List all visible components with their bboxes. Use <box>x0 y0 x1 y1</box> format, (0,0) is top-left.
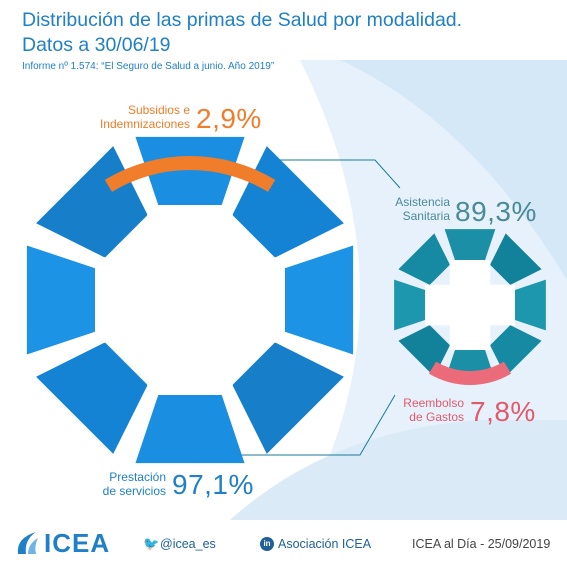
subsidios-label: Subsidios e Indemnizaciones <box>90 103 190 131</box>
small-donut <box>394 229 546 386</box>
reembolso-label: Reembolso de Gastos <box>370 396 464 424</box>
footer: ICEA 🐦 @icea_es in Asociación ICEA ICEA … <box>0 520 567 567</box>
linkedin-icon: in <box>260 537 274 551</box>
twitter-handle[interactable]: @icea_es <box>160 537 216 551</box>
small-donut-segment-3 <box>512 279 546 331</box>
reembolso-value: 7,8% <box>470 396 536 427</box>
subsidios-value: 2,9% <box>196 103 262 134</box>
subsidios-label-line1: Subsidios e <box>127 103 190 117</box>
twitter-icon: 🐦 <box>143 536 160 551</box>
small-donut-segment-2 <box>490 233 542 285</box>
connector-asistencia <box>262 159 401 189</box>
asistencia-value: 89,3% <box>455 196 537 227</box>
subsidios-label-line2: Indemnizaciones <box>99 117 190 131</box>
big-donut-segment-6 <box>36 342 148 454</box>
big-donut-segment-3 <box>280 245 354 355</box>
prestacion-value: 97,1% <box>172 469 254 500</box>
icea-logo-text: ICEA <box>44 528 111 558</box>
small-donut-segment-8 <box>398 233 450 285</box>
prestacion-label: Prestación de servicios <box>70 470 166 498</box>
big-donut-segment-7 <box>26 245 100 355</box>
connector-prestacion <box>190 394 396 456</box>
subsidios-slice <box>104 156 276 192</box>
big-donut-segment-5 <box>135 390 245 464</box>
small-donut-center-cross <box>425 260 515 350</box>
prestacion-label-line1: Prestación <box>109 470 166 484</box>
big-donut-segment-2 <box>232 146 344 258</box>
big-donut-segment-4 <box>232 342 344 454</box>
title-line-1: Distribución de las primas de Salud por … <box>22 9 463 31</box>
linkedin-link[interactable]: Asociación ICEA <box>278 537 372 551</box>
chart-title: Distribución de las primas de Salud por … <box>22 8 542 58</box>
big-donut-segment-1 <box>135 136 245 210</box>
icea-logo-icon <box>17 532 38 554</box>
title-line-2: Datos a 30/06/19 <box>22 34 171 56</box>
small-donut-segment-7 <box>394 279 428 331</box>
big-donut-center-cross <box>95 205 285 395</box>
chart-subtitle: Informe nº 1.574: “El Seguro de Salud a … <box>22 61 275 72</box>
reembolso-label-line2: de Gastos <box>409 410 464 424</box>
big-donut <box>26 136 354 464</box>
big-donut-segment-8 <box>36 146 148 258</box>
reembolso-slice <box>428 361 512 386</box>
small-donut-segment-1 <box>444 229 496 263</box>
footer-date: ICEA al Día - 25/09/2019 <box>412 537 551 551</box>
background-swoosh-2 <box>340 60 567 280</box>
chart-canvas <box>26 60 567 520</box>
prestacion-label-line2: de servicios <box>102 484 166 498</box>
asistencia-label-line1: Asistencia <box>395 195 450 209</box>
asistencia-label-line2: Sanitaria <box>402 209 450 223</box>
asistencia-label: Asistencia Sanitaria <box>360 195 450 223</box>
reembolso-label-line1: Reembolso <box>403 396 464 410</box>
background-swoosh-3 <box>230 420 567 520</box>
